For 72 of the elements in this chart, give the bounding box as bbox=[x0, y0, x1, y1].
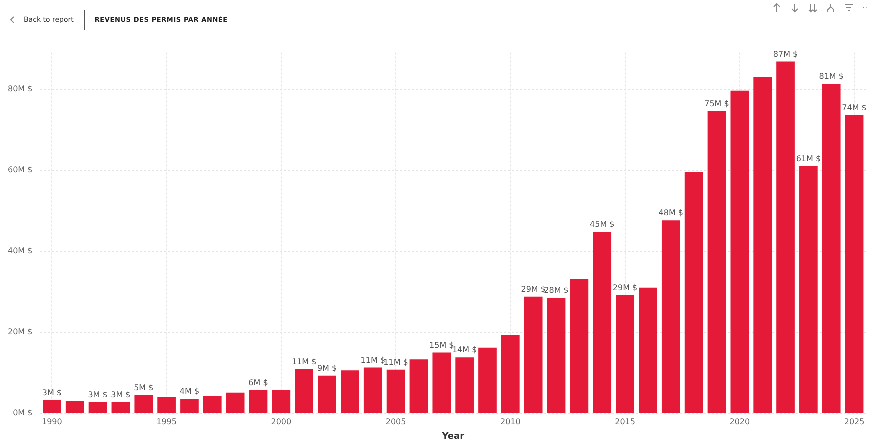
bar bbox=[662, 220, 680, 414]
data-label: 3M $ bbox=[42, 388, 62, 398]
data-label: 48M $ bbox=[658, 208, 684, 218]
x-tick-label: 2005 bbox=[386, 417, 406, 426]
bar bbox=[708, 111, 726, 414]
bar bbox=[432, 352, 452, 414]
data-label: 75M $ bbox=[704, 99, 730, 108]
x-tick-label: 2025 bbox=[844, 417, 865, 426]
x-tick-label: 2020 bbox=[730, 417, 750, 426]
data-label: 4M $ bbox=[180, 387, 200, 396]
bar bbox=[295, 369, 314, 414]
bar bbox=[570, 279, 589, 414]
bar bbox=[845, 115, 864, 414]
x-axis-title: Year bbox=[441, 432, 466, 442]
x-tick-label: 2015 bbox=[615, 417, 636, 426]
x-tick-label: 1995 bbox=[156, 417, 177, 426]
bar bbox=[639, 288, 658, 414]
bar bbox=[341, 370, 360, 414]
y-tick-label: 80M $ bbox=[8, 84, 33, 94]
bar bbox=[410, 360, 428, 414]
bar bbox=[158, 397, 176, 414]
data-label: 14M $ bbox=[452, 346, 478, 355]
data-label: 11M $ bbox=[292, 357, 317, 366]
bar bbox=[800, 166, 818, 414]
bar bbox=[754, 77, 772, 414]
bar bbox=[249, 390, 268, 414]
data-label: 5M $ bbox=[134, 383, 154, 392]
bar bbox=[616, 295, 634, 414]
data-label: 29M $ bbox=[612, 283, 638, 292]
bar bbox=[272, 390, 291, 414]
data-label: 28M $ bbox=[544, 286, 569, 296]
data-label: 11M $ bbox=[360, 356, 386, 365]
bar bbox=[524, 296, 543, 414]
bar bbox=[112, 402, 130, 414]
bar bbox=[730, 90, 750, 414]
bar bbox=[547, 298, 566, 414]
bar bbox=[502, 335, 520, 414]
data-label: 6M $ bbox=[248, 378, 268, 388]
data-label: 3M $ bbox=[88, 390, 108, 400]
bar bbox=[478, 348, 497, 414]
y-tick-label: 60M $ bbox=[8, 165, 33, 174]
bar bbox=[43, 400, 62, 414]
data-label: 74M $ bbox=[842, 103, 867, 112]
bar bbox=[593, 232, 612, 414]
bar bbox=[318, 376, 336, 414]
data-label: 61M $ bbox=[796, 154, 822, 164]
y-tick-label: 20M $ bbox=[8, 328, 33, 337]
bar bbox=[822, 84, 841, 414]
bar bbox=[364, 368, 382, 414]
y-tick-label: 0M $ bbox=[13, 408, 33, 418]
x-tick-label: 1990 bbox=[42, 417, 62, 426]
bar bbox=[226, 392, 245, 414]
x-tick-label: 2000 bbox=[271, 417, 292, 426]
bar bbox=[684, 172, 704, 414]
bar bbox=[180, 399, 199, 414]
data-label: 15M $ bbox=[430, 340, 454, 350]
data-label: 81M $ bbox=[819, 72, 844, 82]
bar bbox=[776, 62, 795, 414]
data-label: 45M $ bbox=[590, 220, 615, 230]
bar bbox=[88, 402, 108, 414]
data-label: 3M $ bbox=[111, 390, 131, 400]
bar bbox=[456, 358, 474, 414]
bar bbox=[66, 401, 84, 414]
x-tick-label: 2010 bbox=[500, 417, 521, 426]
data-label: 29M $ bbox=[521, 284, 546, 294]
bar bbox=[386, 370, 406, 414]
data-label: 9M $ bbox=[317, 364, 338, 373]
data-label: 11M $ bbox=[384, 358, 408, 367]
bar bbox=[134, 395, 154, 414]
bar bbox=[203, 396, 222, 414]
y-tick-label: 40M $ bbox=[8, 246, 33, 256]
data-label: 87M $ bbox=[773, 50, 798, 59]
